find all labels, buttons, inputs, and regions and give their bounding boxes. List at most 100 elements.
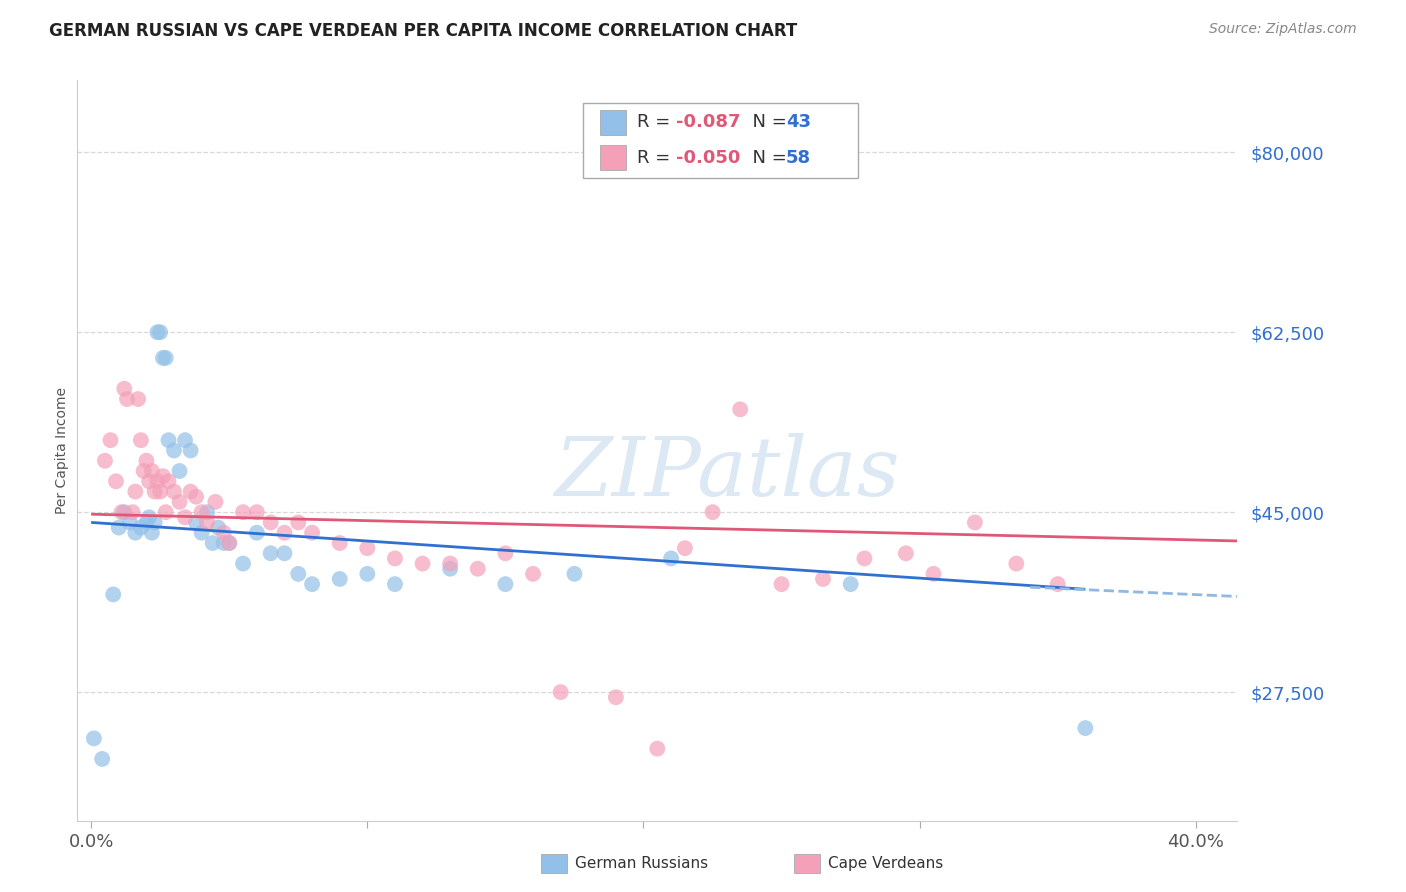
Point bbox=[439, 557, 461, 571]
Text: GERMAN RUSSIAN VS CAPE VERDEAN PER CAPITA INCOME CORRELATION CHART: GERMAN RUSSIAN VS CAPE VERDEAN PER CAPIT… bbox=[49, 22, 797, 40]
Point bbox=[212, 536, 235, 550]
Point bbox=[118, 516, 141, 530]
Point bbox=[204, 495, 226, 509]
Point bbox=[922, 566, 945, 581]
Point bbox=[301, 525, 323, 540]
Text: N =: N = bbox=[741, 149, 793, 167]
Point bbox=[138, 475, 160, 489]
Point bbox=[195, 516, 218, 530]
Point bbox=[412, 557, 434, 571]
Point bbox=[195, 505, 218, 519]
Point bbox=[143, 484, 166, 499]
Point bbox=[811, 572, 834, 586]
Text: ZIPatlas: ZIPatlas bbox=[554, 433, 900, 513]
Text: Cape Verdeans: Cape Verdeans bbox=[828, 856, 943, 871]
Point bbox=[259, 546, 281, 560]
Point bbox=[494, 577, 516, 591]
Point bbox=[152, 469, 174, 483]
Point bbox=[115, 392, 138, 406]
Point bbox=[1046, 577, 1069, 591]
Point bbox=[605, 690, 627, 705]
Point bbox=[155, 351, 177, 365]
Point bbox=[149, 325, 172, 339]
Point bbox=[124, 525, 146, 540]
Text: N =: N = bbox=[741, 113, 793, 131]
Point bbox=[246, 525, 269, 540]
Text: Source: ZipAtlas.com: Source: ZipAtlas.com bbox=[1209, 22, 1357, 37]
Point bbox=[770, 577, 793, 591]
Point bbox=[467, 562, 489, 576]
Point bbox=[163, 443, 186, 458]
Y-axis label: Per Capita Income: Per Capita Income bbox=[55, 387, 69, 514]
Point bbox=[184, 490, 207, 504]
Text: -0.050: -0.050 bbox=[676, 149, 741, 167]
Point bbox=[180, 484, 202, 499]
Point bbox=[143, 516, 166, 530]
Point bbox=[169, 464, 191, 478]
Point bbox=[169, 495, 191, 509]
Point bbox=[273, 546, 295, 560]
Point bbox=[494, 546, 516, 560]
Point bbox=[273, 525, 295, 540]
Point bbox=[232, 505, 254, 519]
Point bbox=[135, 516, 157, 530]
Point bbox=[146, 325, 169, 339]
Point bbox=[127, 392, 149, 406]
Text: -0.087: -0.087 bbox=[676, 113, 741, 131]
Point bbox=[853, 551, 876, 566]
Text: 58: 58 bbox=[786, 149, 811, 167]
Point bbox=[157, 475, 180, 489]
Point bbox=[246, 505, 269, 519]
Point bbox=[259, 516, 281, 530]
Point bbox=[673, 541, 696, 556]
Point bbox=[94, 454, 117, 468]
Point bbox=[564, 566, 586, 581]
Point bbox=[190, 525, 212, 540]
Point bbox=[218, 536, 240, 550]
Point bbox=[287, 516, 309, 530]
Point bbox=[135, 454, 157, 468]
Point bbox=[174, 433, 197, 447]
Point bbox=[356, 566, 378, 581]
Point bbox=[384, 551, 406, 566]
Point bbox=[659, 551, 682, 566]
Point bbox=[184, 516, 207, 530]
Point bbox=[124, 484, 146, 499]
Point bbox=[132, 464, 155, 478]
Point bbox=[174, 510, 197, 524]
Point bbox=[212, 525, 235, 540]
Point bbox=[218, 536, 240, 550]
Point bbox=[232, 557, 254, 571]
Point bbox=[121, 505, 143, 519]
Point bbox=[141, 525, 163, 540]
Point bbox=[83, 731, 105, 746]
Point bbox=[702, 505, 724, 519]
Point bbox=[645, 741, 669, 756]
Text: R =: R = bbox=[637, 113, 676, 131]
Point bbox=[287, 566, 309, 581]
Point bbox=[141, 464, 163, 478]
Point bbox=[163, 484, 186, 499]
Point bbox=[201, 536, 224, 550]
Point bbox=[91, 752, 114, 766]
Point bbox=[1005, 557, 1028, 571]
Point bbox=[107, 520, 129, 534]
Point bbox=[963, 516, 986, 530]
Text: R =: R = bbox=[637, 149, 676, 167]
Point bbox=[149, 484, 172, 499]
Point bbox=[439, 562, 461, 576]
Text: 43: 43 bbox=[786, 113, 811, 131]
Point bbox=[356, 541, 378, 556]
Point bbox=[728, 402, 751, 417]
Point bbox=[329, 536, 352, 550]
Point bbox=[522, 566, 544, 581]
Point bbox=[105, 475, 127, 489]
Point bbox=[112, 382, 135, 396]
Point bbox=[103, 587, 125, 601]
Point bbox=[207, 520, 229, 534]
Point bbox=[100, 433, 122, 447]
Point bbox=[112, 505, 135, 519]
Point bbox=[110, 505, 132, 519]
Point bbox=[839, 577, 862, 591]
Point bbox=[152, 351, 174, 365]
